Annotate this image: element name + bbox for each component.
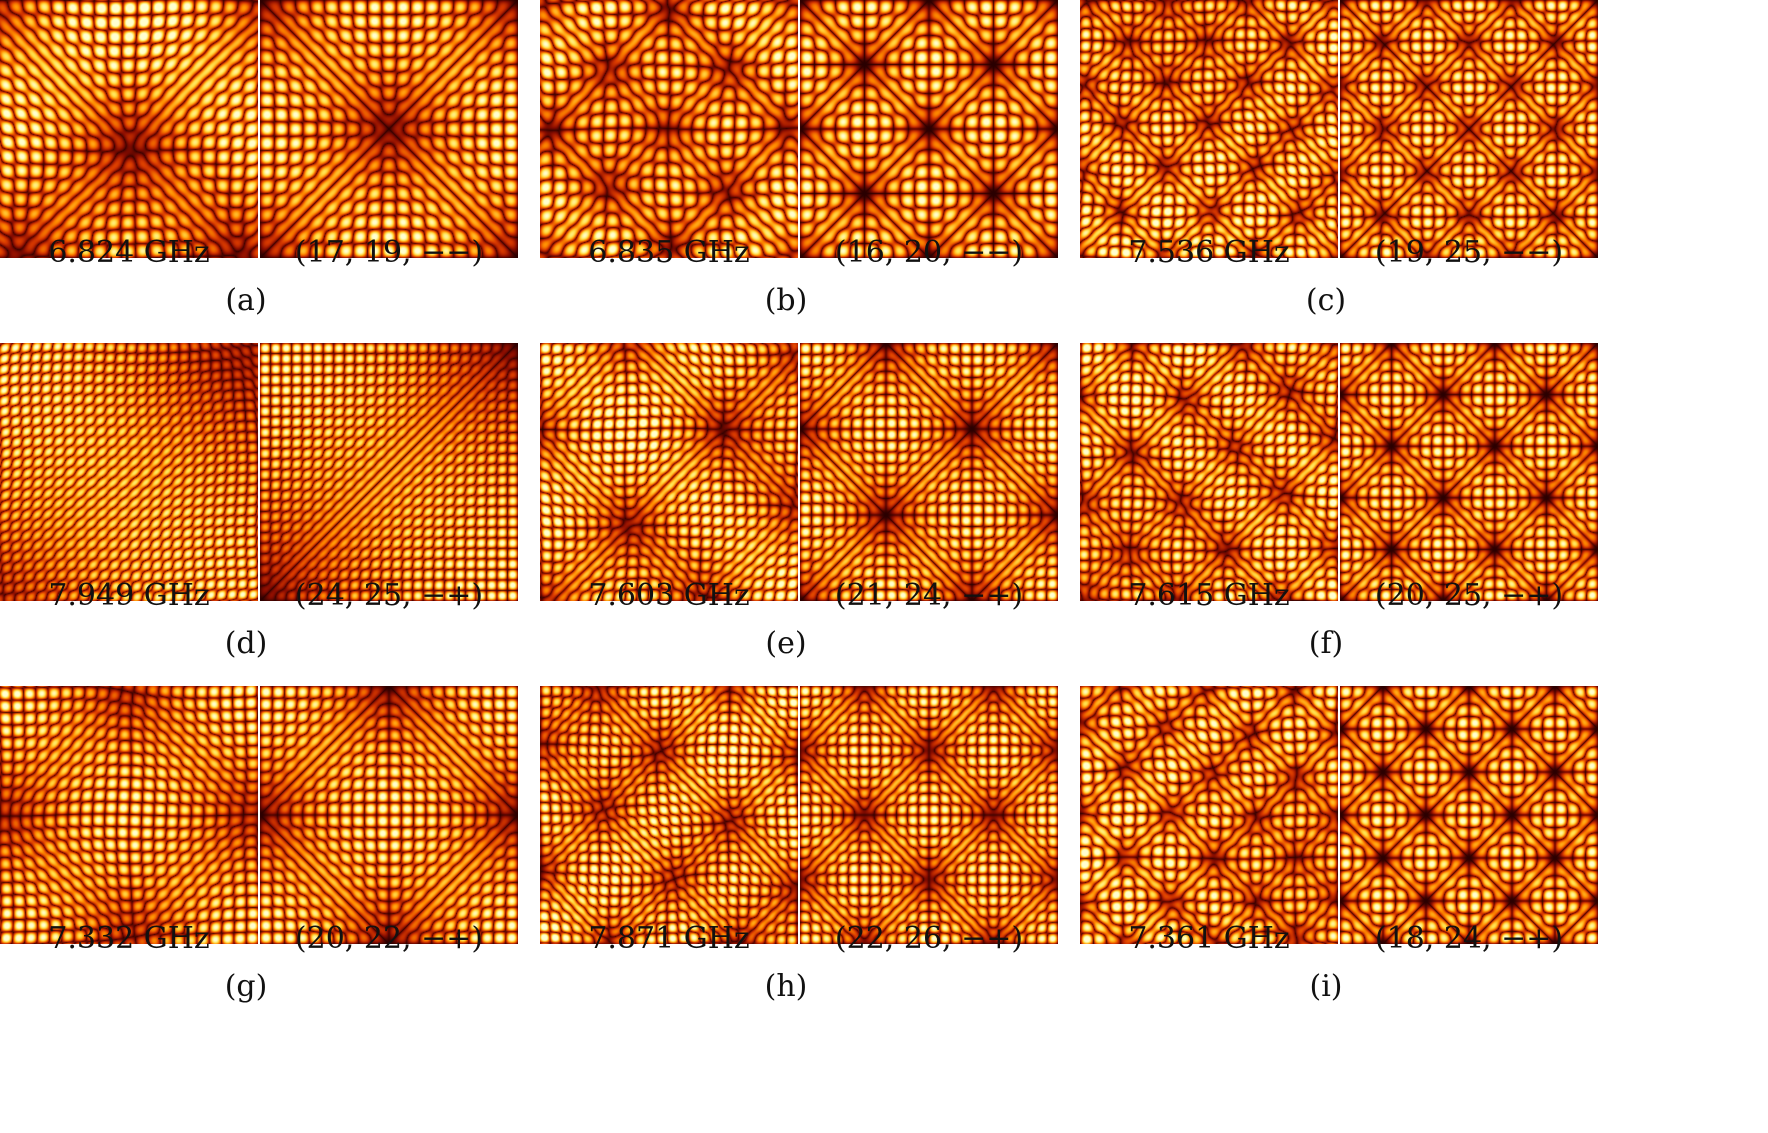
computed-field-image (260, 343, 518, 601)
panel-tag: (b) (764, 283, 808, 318)
frequency-label: 7.332 GHz (48, 921, 210, 956)
frequency-label: 7.949 GHz (48, 578, 210, 613)
frequency-label: 6.824 GHz (48, 235, 210, 270)
measured-field-image (540, 343, 798, 601)
frequency-label: 7.361 GHz (1128, 921, 1290, 956)
frequency-label: 7.603 GHz (588, 578, 750, 613)
panel-tag: (e) (765, 626, 807, 661)
mode-label: (16, 20, −−) (834, 235, 1024, 270)
panel-tag: (g) (224, 969, 268, 1004)
computed-field-image (1340, 686, 1598, 944)
figure-panel: 7.536 GHz (19, 25, −−) (c) (1080, 0, 1600, 330)
panel-tag: (a) (225, 283, 267, 318)
measured-field-image (540, 686, 798, 944)
frequency-label: 7.536 GHz (1128, 235, 1290, 270)
figure-panel: 7.871 GHz (22, 26, −+) (h) (540, 686, 1060, 1016)
panel-tag: (c) (1305, 283, 1347, 318)
measured-field-image (1080, 0, 1338, 258)
figure-panel: 6.824 GHz (17, 19, −−) (a) (0, 0, 520, 330)
mode-label: (22, 26, −+) (834, 921, 1024, 956)
figure-panel: 7.615 GHz (20, 25, −+) (f) (1080, 343, 1600, 673)
mode-label: (20, 25, −+) (1374, 578, 1564, 613)
computed-field-image (800, 686, 1058, 944)
figure-panel: 6.835 GHz (16, 20, −−) (b) (540, 0, 1060, 330)
frequency-label: 6.835 GHz (588, 235, 750, 270)
measured-field-image (0, 343, 258, 601)
panel-tag: (i) (1309, 969, 1343, 1004)
measured-field-image (1080, 343, 1338, 601)
computed-field-image (800, 0, 1058, 258)
mode-label: (20, 22, −+) (294, 921, 484, 956)
panel-tag: (f) (1308, 626, 1344, 661)
mode-label: (19, 25, −−) (1374, 235, 1564, 270)
measured-field-image (540, 0, 798, 258)
figure-panel: 7.603 GHz (21, 24, −+) (e) (540, 343, 1060, 673)
mode-label: (18, 24, −+) (1374, 921, 1564, 956)
measured-field-image (0, 0, 258, 258)
panel-tag: (h) (764, 969, 808, 1004)
computed-field-image (1340, 343, 1598, 601)
mode-label: (17, 19, −−) (294, 235, 484, 270)
measured-field-image (1080, 686, 1338, 944)
figure-panel: 7.332 GHz (20, 22, −+) (g) (0, 686, 520, 1016)
frequency-label: 7.871 GHz (588, 921, 750, 956)
measured-field-image (0, 686, 258, 944)
figure-panel: 7.361 GHz (18, 24, −+) (i) (1080, 686, 1600, 1016)
computed-field-image (260, 0, 518, 258)
computed-field-image (1340, 0, 1598, 258)
figure-panel: 7.949 GHz (24, 25, −+) (d) (0, 343, 520, 673)
mode-label: (24, 25, −+) (294, 578, 484, 613)
computed-field-image (800, 343, 1058, 601)
computed-field-image (260, 686, 518, 944)
mode-label: (21, 24, −+) (834, 578, 1024, 613)
frequency-label: 7.615 GHz (1128, 578, 1290, 613)
panel-tag: (d) (224, 626, 268, 661)
